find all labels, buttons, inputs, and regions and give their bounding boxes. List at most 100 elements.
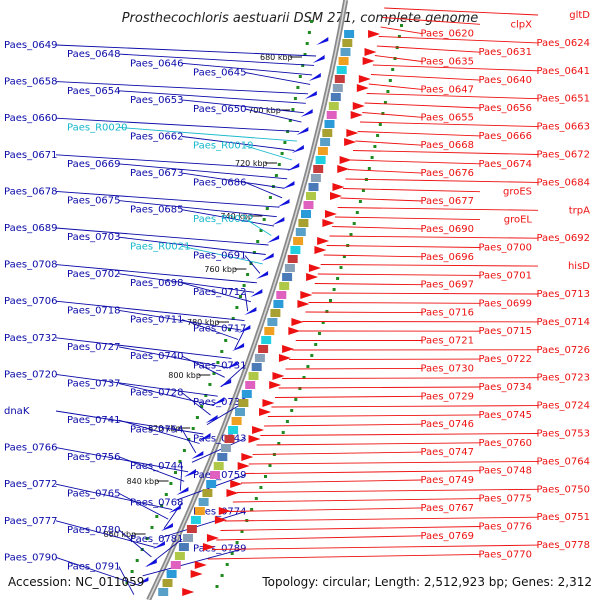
ruler-dot: [376, 134, 380, 137]
gene-block: [228, 426, 239, 434]
gene-label-right: Paes_0655: [420, 112, 474, 123]
gene-connector: [359, 121, 539, 128]
gene-label-left: Paes_0731: [193, 360, 247, 371]
gene-connector: [370, 74, 481, 81]
ruler-dot: [386, 90, 390, 93]
ruler-dot: [336, 277, 340, 280]
blue-gene-arrow: [183, 469, 196, 477]
gene-block: [315, 156, 326, 164]
gene-label-right: Paes_0714: [536, 317, 590, 328]
gene-block: [344, 30, 355, 38]
gene-label-left: Paes_0789: [193, 543, 247, 554]
gene-label-left: Paes_0702: [67, 269, 121, 280]
gene-label-right: Paes_0715: [478, 326, 532, 337]
gene-connector: [320, 264, 539, 267]
gene-label-right: Paes_0749: [420, 475, 474, 486]
gene-label-left: Paes_0650: [193, 104, 247, 115]
ruler-dot: [397, 35, 401, 38]
accession-label: Accession: NC_011059: [8, 575, 144, 589]
gene-label-left: Paes_0685: [130, 205, 184, 216]
gene-connector: [252, 451, 423, 455]
ruler-dot: [231, 317, 235, 320]
ruler-dot: [212, 372, 216, 375]
blue-gene-arrow: [144, 559, 157, 567]
gene-connector: [224, 516, 539, 522]
gene-connector: [55, 447, 189, 473]
ruler-dot: [224, 339, 228, 342]
blue-gene-arrow: [244, 307, 257, 315]
ruler-dot: [155, 515, 159, 518]
gene-block: [190, 516, 201, 524]
ruler-dot: [301, 64, 305, 67]
red-gene-arrow: [324, 210, 337, 218]
gene-connector: [323, 254, 423, 258]
ruler-dot: [235, 306, 239, 309]
gene-label-left: Paes_0678: [4, 186, 58, 197]
gene-connector: [118, 346, 229, 369]
ruler-dot: [355, 211, 359, 214]
red-gene-arrow: [346, 129, 359, 137]
gene-connector: [181, 319, 239, 340]
gene-connector: [244, 218, 272, 236]
map-title: Prosthecochloris aestuarii DSM 271, comp…: [122, 11, 479, 26]
blue-gene-arrow: [272, 217, 285, 225]
gene-connector: [181, 172, 285, 189]
ruler-dot: [200, 405, 204, 408]
ruler-dot: [254, 497, 258, 500]
ruler-dot: [290, 409, 294, 412]
gene-connector: [55, 81, 309, 95]
gene-connector: [181, 99, 304, 114]
red-gene-arrow: [269, 381, 282, 389]
gene-block: [183, 534, 193, 542]
gene-connector: [118, 53, 315, 66]
ruler-dot: [220, 350, 224, 353]
gene-label-left: Paes_0654: [67, 86, 121, 97]
gene-label-right: groEL: [504, 215, 533, 226]
gene-block: [170, 561, 181, 569]
blue-gene-arrow: [176, 487, 189, 495]
ruler-dot: [367, 167, 371, 170]
gene-connector: [380, 26, 423, 35]
gene-label-left: Paes_0691: [193, 251, 247, 262]
red-gene-arrow: [259, 408, 272, 416]
kbp-label: 820 kbp: [148, 424, 181, 433]
gene-block: [254, 354, 265, 362]
gene-label-right: Paes_0620: [420, 29, 474, 40]
gene-connector: [368, 83, 423, 90]
red-gene-arrow: [241, 453, 254, 461]
red-gene-arrow: [202, 543, 215, 551]
gene-block: [270, 309, 281, 317]
gene-connector: [340, 197, 423, 202]
gene-block: [320, 138, 331, 146]
gene-connector: [55, 410, 204, 435]
gene-connector: [181, 62, 313, 76]
red-gene-arrow: [352, 102, 365, 110]
gene-connector: [55, 520, 156, 548]
gene-label-left: Paes_0686: [193, 177, 247, 188]
gene-connector: [244, 181, 283, 199]
kbp-labels: 680 kbp 700 kbp 720 kbp 740 kbp 760 kbp 780 k…: [104, 53, 302, 539]
red-gene-arrow: [237, 462, 250, 470]
gene-label-left: Paes_0649: [4, 40, 58, 51]
gene-block: [251, 363, 262, 371]
left-gene-labels: Paes_0649 Paes_0648 Paes_0646 Paes_0645 Paes…: [4, 40, 317, 595]
ruler-dot: [294, 398, 298, 401]
gene-connector: [118, 309, 242, 331]
blue-gene-arrow: [152, 541, 165, 549]
gene-block: [178, 543, 189, 551]
gene-connector: [118, 200, 277, 218]
gene-connector: [191, 437, 246, 463]
gene-connector: [329, 235, 539, 239]
gene-block: [282, 273, 293, 281]
gene-features: [136, 30, 381, 596]
gene-connector: [267, 414, 481, 417]
gene-block: [276, 291, 287, 299]
ruler-dot: [400, 24, 403, 27]
gene-connector: [216, 535, 423, 541]
gene-block: [267, 318, 278, 326]
gene-label-right: hisD: [568, 261, 590, 272]
gene-connector: [348, 169, 423, 174]
blue-gene-arrow: [291, 145, 304, 153]
kbp-label: 860 kbp: [104, 530, 137, 539]
